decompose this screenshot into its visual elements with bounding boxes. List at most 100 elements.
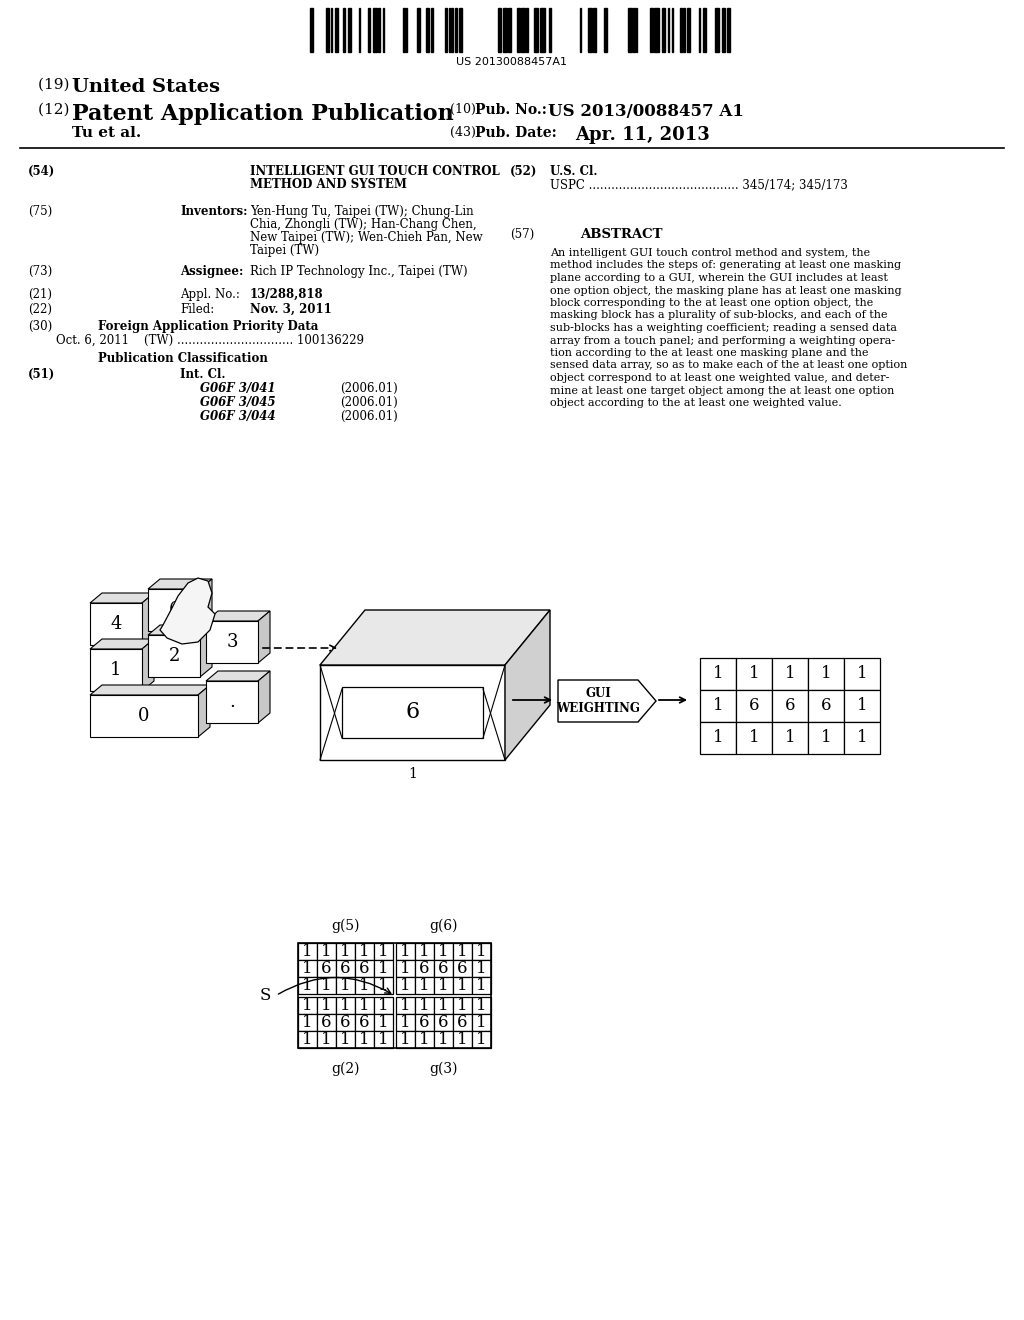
Text: 1: 1: [419, 942, 430, 960]
Text: Tu et al.: Tu et al.: [72, 125, 141, 140]
Bar: [415, 1014, 434, 1031]
Polygon shape: [200, 579, 212, 631]
Bar: [336, 1031, 355, 1048]
Polygon shape: [90, 593, 154, 603]
Text: 6: 6: [340, 960, 351, 977]
Text: (73): (73): [28, 265, 52, 279]
Text: array from a touch panel; and performing a weighting opera-: array from a touch panel; and performing…: [550, 335, 895, 346]
Text: 6: 6: [406, 701, 420, 723]
Bar: [336, 960, 355, 977]
Bar: [672, 8, 673, 51]
Polygon shape: [558, 680, 656, 722]
Text: S: S: [260, 987, 271, 1005]
Text: 1: 1: [302, 1031, 312, 1048]
Text: 1: 1: [302, 960, 312, 977]
Bar: [374, 997, 393, 1014]
Text: method includes the steps of: generating at least one masking: method includes the steps of: generating…: [550, 260, 901, 271]
Polygon shape: [148, 579, 212, 589]
Bar: [453, 960, 472, 977]
Text: (75): (75): [28, 205, 52, 218]
Bar: [633, 8, 635, 51]
Bar: [417, 8, 420, 51]
Bar: [355, 1031, 374, 1048]
Bar: [472, 960, 490, 977]
Text: g(2): g(2): [331, 1063, 359, 1076]
Text: 1: 1: [784, 665, 796, 682]
Polygon shape: [148, 589, 200, 631]
Bar: [472, 1014, 490, 1031]
Bar: [699, 8, 700, 51]
Bar: [472, 997, 490, 1014]
Text: Assignee:: Assignee:: [180, 265, 244, 279]
Text: 1: 1: [400, 1014, 411, 1031]
Text: 6: 6: [438, 960, 449, 977]
Text: 6: 6: [168, 601, 180, 619]
Polygon shape: [142, 593, 154, 645]
Text: 6: 6: [340, 1014, 351, 1031]
Polygon shape: [319, 665, 505, 760]
Bar: [517, 8, 520, 51]
Text: Chia, Zhongli (TW); Han-Chang Chen,: Chia, Zhongli (TW); Han-Chang Chen,: [250, 218, 476, 231]
Text: 1: 1: [820, 665, 831, 682]
Text: (43): (43): [450, 125, 480, 139]
Bar: [453, 1014, 472, 1031]
Bar: [355, 1014, 374, 1031]
Text: 1: 1: [111, 661, 122, 678]
Bar: [593, 8, 596, 51]
Text: 1: 1: [340, 977, 351, 994]
Polygon shape: [258, 611, 270, 663]
Bar: [396, 977, 415, 994]
Text: .: .: [229, 693, 234, 711]
Bar: [453, 977, 472, 994]
Bar: [434, 960, 453, 977]
Text: 1: 1: [340, 942, 351, 960]
Polygon shape: [90, 685, 210, 696]
Text: 1: 1: [400, 977, 411, 994]
Bar: [336, 977, 355, 994]
Bar: [722, 8, 725, 51]
Bar: [541, 8, 545, 51]
Bar: [335, 8, 338, 51]
Text: masking block has a plurality of sub-blocks, and each of the: masking block has a plurality of sub-blo…: [550, 310, 888, 321]
Polygon shape: [142, 639, 154, 690]
Text: (22): (22): [28, 304, 52, 315]
Text: 1: 1: [476, 942, 486, 960]
Bar: [521, 8, 524, 51]
Text: block corresponding to the at least one option object, the: block corresponding to the at least one …: [550, 298, 873, 308]
Bar: [526, 8, 528, 51]
Text: 1: 1: [378, 942, 389, 960]
Bar: [588, 8, 592, 51]
Bar: [374, 942, 393, 960]
Text: 1: 1: [340, 997, 351, 1014]
Text: g(3): g(3): [429, 1063, 458, 1076]
Bar: [808, 657, 844, 690]
Text: GUI
WEIGHTING: GUI WEIGHTING: [556, 686, 640, 715]
Text: 4: 4: [111, 615, 122, 634]
Text: US 20130088457A1: US 20130088457A1: [457, 57, 567, 67]
Bar: [736, 722, 772, 754]
Text: 1: 1: [322, 942, 332, 960]
Bar: [368, 8, 371, 51]
Bar: [844, 657, 880, 690]
Polygon shape: [90, 639, 154, 649]
Text: Pub. Date:: Pub. Date:: [475, 125, 557, 140]
Text: (12): (12): [38, 103, 75, 117]
Polygon shape: [200, 624, 212, 677]
Polygon shape: [148, 624, 212, 635]
Bar: [331, 8, 332, 51]
Polygon shape: [505, 610, 550, 760]
Bar: [508, 8, 511, 51]
Bar: [472, 942, 490, 960]
Text: Apr. 11, 2013: Apr. 11, 2013: [575, 125, 710, 144]
Text: 6: 6: [821, 697, 831, 714]
Bar: [298, 942, 490, 1048]
Text: 1: 1: [408, 767, 417, 781]
Text: 1: 1: [713, 665, 723, 682]
Bar: [317, 977, 336, 994]
Bar: [434, 997, 453, 1014]
Text: Pub. No.:: Pub. No.:: [475, 103, 552, 117]
Text: (21): (21): [28, 288, 52, 301]
Bar: [628, 8, 632, 51]
Text: (54): (54): [28, 165, 55, 178]
Text: object correspond to at least one weighted value, and deter-: object correspond to at least one weight…: [550, 374, 890, 383]
